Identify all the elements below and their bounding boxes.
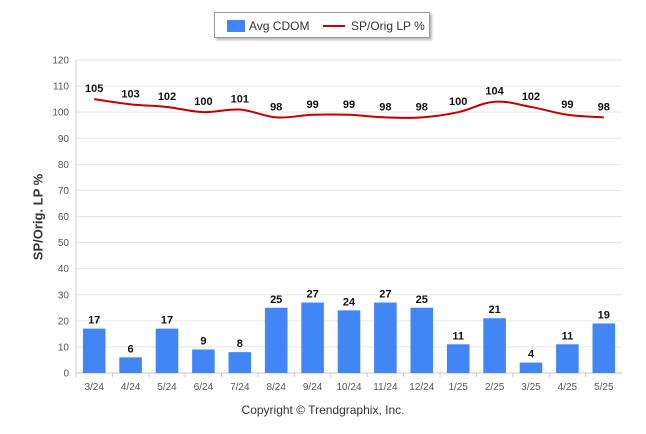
bar-data-labels: 17 6 17 9 8 25 27 24 27 25 11 21 4 11 19 <box>88 289 610 361</box>
legend-line-swatch <box>323 25 345 27</box>
x-tick-label: 3/24 <box>84 382 104 393</box>
y-tick-label: 0 <box>63 369 69 380</box>
legend-bar-swatch <box>227 20 245 32</box>
x-tick-label: 4/24 <box>121 382 141 393</box>
y-tick-label: 40 <box>58 264 70 275</box>
line-path <box>94 98 604 119</box>
bar <box>410 307 434 373</box>
x-tick-label: 1/25 <box>448 382 468 393</box>
bar <box>337 310 361 373</box>
bar-value-label: 6 <box>128 343 134 355</box>
x-tick-label: 9/24 <box>303 382 323 393</box>
bar-value-label: 25 <box>270 294 282 306</box>
y-tick-label: 90 <box>58 134 70 145</box>
bar-value-label: 17 <box>161 315 173 327</box>
line-value-label: 99 <box>561 99 573 111</box>
y-tick-label: 70 <box>58 186 70 197</box>
bar-value-label: 11 <box>452 330 464 342</box>
x-tick-label: 4/25 <box>558 382 578 393</box>
legend-bar-label: Avg CDOM <box>249 19 310 33</box>
bar-value-label: 4 <box>528 349 535 361</box>
x-tick-label: 10/24 <box>336 382 361 393</box>
bar-value-label: 25 <box>416 294 428 306</box>
bar-value-label: 21 <box>488 304 500 316</box>
copyright-footer: Copyright © Trendgraphix, Inc. <box>241 403 405 417</box>
grid-lines <box>75 59 622 374</box>
line-value-label: 102 <box>158 91 176 103</box>
y-tick-label: 120 <box>52 56 69 67</box>
bar-value-label: 27 <box>379 289 391 301</box>
line-value-label: 100 <box>194 96 212 108</box>
y-tick-label: 10 <box>58 342 70 353</box>
x-tick-label: 12/24 <box>409 382 434 393</box>
bar <box>155 328 179 373</box>
y-tick-label: 50 <box>58 238 70 249</box>
line-value-label: 104 <box>485 86 504 98</box>
bar <box>374 302 397 373</box>
bar <box>82 328 106 373</box>
line-data-labels: 105 103 102 100 101 98 99 99 98 98 100 104 102 99 98 <box>85 83 610 113</box>
bar-value-label: 8 <box>237 338 243 350</box>
line-value-label: 105 <box>85 83 103 95</box>
x-tick-label: 2/25 <box>485 382 505 393</box>
bar <box>119 357 142 373</box>
bar-series <box>82 302 616 373</box>
line-value-label: 98 <box>379 101 391 113</box>
bar-value-label: 17 <box>88 315 100 327</box>
line-series <box>94 98 604 119</box>
bar-value-label: 9 <box>200 336 206 348</box>
bar <box>301 302 324 373</box>
y-tick-label: 100 <box>52 108 69 119</box>
bar <box>592 323 616 373</box>
bar <box>228 352 252 373</box>
y-tick-label: 30 <box>58 290 70 301</box>
x-axis-ticks: 3/24 4/24 5/24 6/24 7/24 8/24 9/24 10/24 11/24 12… <box>75 373 614 393</box>
y-tick-label: 20 <box>58 316 70 327</box>
bar-value-label: 11 <box>562 330 574 342</box>
x-tick-label: 8/24 <box>266 382 286 393</box>
line-value-label: 99 <box>343 99 355 111</box>
bar-value-label: 27 <box>306 289 318 301</box>
bar-value-label: 24 <box>343 296 356 308</box>
bar-value-label: 19 <box>598 309 610 321</box>
y-tick-label: 110 <box>53 82 69 93</box>
bar <box>483 318 506 373</box>
bar <box>264 307 288 373</box>
x-tick-label: 5/25 <box>594 382 614 393</box>
line-value-label: 99 <box>306 99 318 111</box>
line-value-label: 98 <box>270 101 282 113</box>
bar <box>519 362 543 373</box>
bar <box>556 344 579 373</box>
x-tick-label: 7/24 <box>230 382 250 393</box>
line-value-label: 98 <box>416 101 428 113</box>
line-value-label: 100 <box>449 96 467 108</box>
line-value-label: 103 <box>121 88 139 100</box>
x-tick-label: 3/25 <box>521 382 541 393</box>
bar <box>446 344 470 373</box>
legend-line-label: SP/Orig LP % <box>351 19 425 33</box>
bar <box>192 349 215 373</box>
line-value-label: 101 <box>231 94 249 106</box>
x-tick-label: 11/24 <box>373 382 398 393</box>
y-axis-ticks: 0 10 20 30 40 50 60 70 80 90 100 110 120 <box>52 56 69 380</box>
y-tick-label: 60 <box>58 212 70 223</box>
y-axis-title: SP/Orig. LP % <box>30 173 46 261</box>
line-value-label: 102 <box>522 91 540 103</box>
legend: Avg CDOM SP/Orig LP % <box>214 12 430 38</box>
x-tick-label: 5/24 <box>157 382 177 393</box>
x-tick-label: 6/24 <box>194 382 214 393</box>
y-tick-label: 80 <box>58 160 70 171</box>
line-value-label: 98 <box>598 101 610 113</box>
